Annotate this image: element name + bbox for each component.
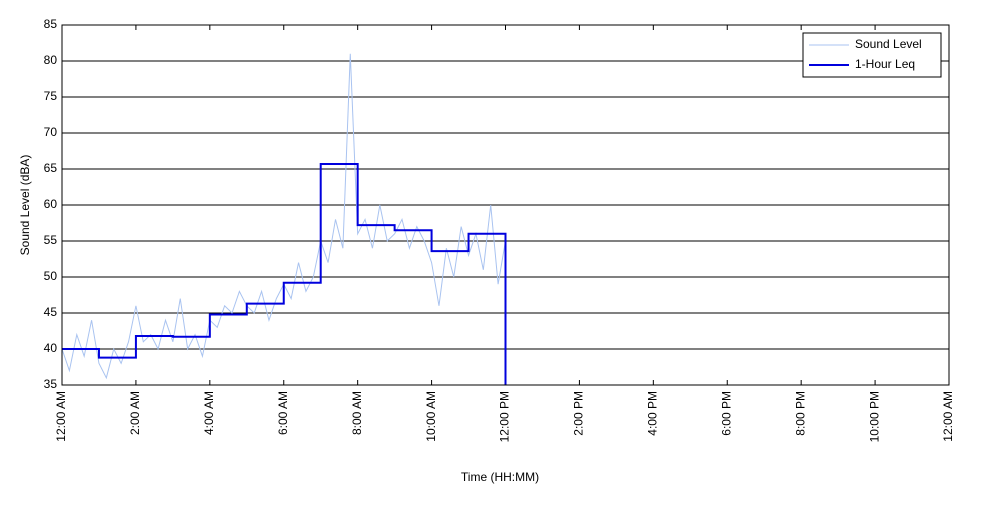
y-tick-label: 45 xyxy=(44,305,58,319)
x-tick-label: 2:00 AM xyxy=(128,391,142,435)
x-tick-label: 10:00 PM xyxy=(867,391,881,442)
legend-label: 1-Hour Leq xyxy=(855,57,915,71)
x-tick-label: 6:00 PM xyxy=(719,391,733,436)
y-tick-label: 70 xyxy=(44,125,58,139)
y-tick-label: 75 xyxy=(44,89,58,103)
y-tick-label: 35 xyxy=(44,377,58,391)
y-tick-label: 65 xyxy=(44,161,58,175)
x-tick-label: 2:00 PM xyxy=(572,391,586,436)
y-tick-label: 40 xyxy=(44,341,58,355)
x-tick-label: 8:00 PM xyxy=(793,391,807,436)
y-tick-label: 55 xyxy=(44,233,58,247)
x-tick-label: 12:00 PM xyxy=(498,391,512,442)
y-tick-label: 60 xyxy=(44,197,58,211)
x-axis-label: Time (HH:MM) xyxy=(461,470,539,484)
x-tick-label: 10:00 AM xyxy=(424,391,438,442)
x-tick-label: 8:00 AM xyxy=(350,391,364,435)
y-tick-label: 80 xyxy=(44,53,58,67)
x-tick-label: 12:00 AM xyxy=(941,391,955,442)
x-tick-label: 4:00 AM xyxy=(202,391,216,435)
legend-label: Sound Level xyxy=(855,37,922,51)
y-axis-label: Sound Level (dBA) xyxy=(18,155,32,256)
x-tick-label: 4:00 PM xyxy=(646,391,660,436)
y-tick-label: 85 xyxy=(44,17,58,31)
y-tick-label: 50 xyxy=(44,269,58,283)
plot-frame xyxy=(61,24,950,386)
legend-box xyxy=(802,32,942,78)
series-line xyxy=(62,162,507,385)
x-tick-label: 12:00 AM xyxy=(54,391,68,442)
x-tick-label: 6:00 AM xyxy=(276,391,290,435)
